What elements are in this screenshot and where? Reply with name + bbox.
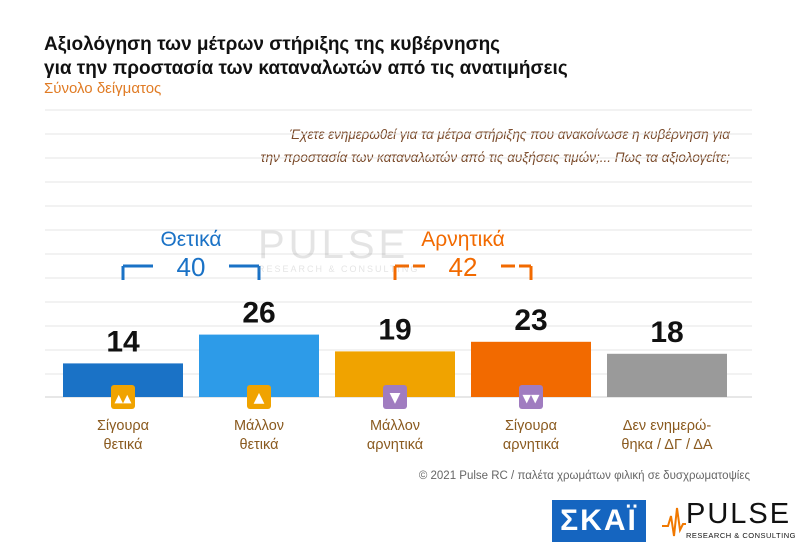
data-label-2: 26 — [242, 297, 275, 330]
bar-5 — [607, 353, 727, 397]
category-label-3: Μάλλον — [370, 418, 420, 434]
chart-title: Αξιολόγηση των μέτρων στήριξης της κυβέρ… — [44, 33, 604, 81]
pulse-logo-name: PULSE — [686, 498, 792, 530]
svg-text:▼▼: ▼▼ — [523, 392, 540, 405]
bar-chart: 14 ▲▲ Σίγουρα θετικά 26 ▲ Μάλλον θετικά 19 ▼ Μάλλο… — [45, 109, 752, 453]
pulse-wave-icon — [662, 507, 686, 537]
data-label-3: 19 — [378, 313, 411, 346]
category-label-5: θηκα / ΔΓ / ΔΑ — [621, 437, 713, 453]
chart-title-line1: Αξιολόγηση των μέτρων στήριξης της κυβέρ… — [44, 34, 501, 55]
chart-subtitle: Σύνολο δείγματος — [44, 80, 162, 97]
group-total-1: 40 — [177, 252, 206, 282]
pulse-logo: PULSE RESEARCH & CONSULTING — [662, 498, 795, 544]
category-label-3: αρνητικά — [367, 437, 423, 453]
data-label-1: 14 — [106, 325, 140, 358]
thumbs-up-icon: ▲ — [247, 385, 271, 409]
thumbs-down-icon: ▼ — [383, 385, 407, 409]
svg-text:▼: ▼ — [390, 390, 401, 406]
group-label-1: Θετικά — [160, 228, 221, 251]
svg-text:▲▲: ▲▲ — [115, 392, 132, 405]
double-thumbs-down-icon: ▼▼ — [519, 385, 543, 409]
group-total-2: 42 — [449, 252, 478, 282]
chart-title-line2: για την προστασία των καταναλωτών από τι… — [44, 58, 568, 79]
category-label-1: θετικά — [104, 437, 143, 453]
skai-logo: ΣΚΑΪ — [552, 500, 646, 542]
data-label-4: 23 — [514, 304, 547, 337]
double-thumbs-up-icon: ▲▲ — [111, 385, 135, 409]
category-label-2: Μάλλον — [234, 418, 284, 434]
category-label-4: αρνητικά — [503, 437, 559, 453]
category-label-1: Σίγουρα — [97, 418, 149, 434]
data-label-5: 18 — [650, 316, 683, 349]
pulse-logo-tag: RESEARCH & CONSULTING — [686, 531, 796, 540]
category-label-2: θετικά — [240, 437, 279, 453]
category-label-5: Δεν ενημερώ- — [623, 418, 712, 434]
category-label-4: Σίγουρα — [505, 418, 557, 434]
svg-text:▲: ▲ — [254, 390, 265, 406]
footer-credit: © 2021 Pulse RC / παλέτα χρωμάτων φιλική… — [418, 470, 750, 482]
group-label-2: Αρνητικά — [421, 228, 504, 251]
